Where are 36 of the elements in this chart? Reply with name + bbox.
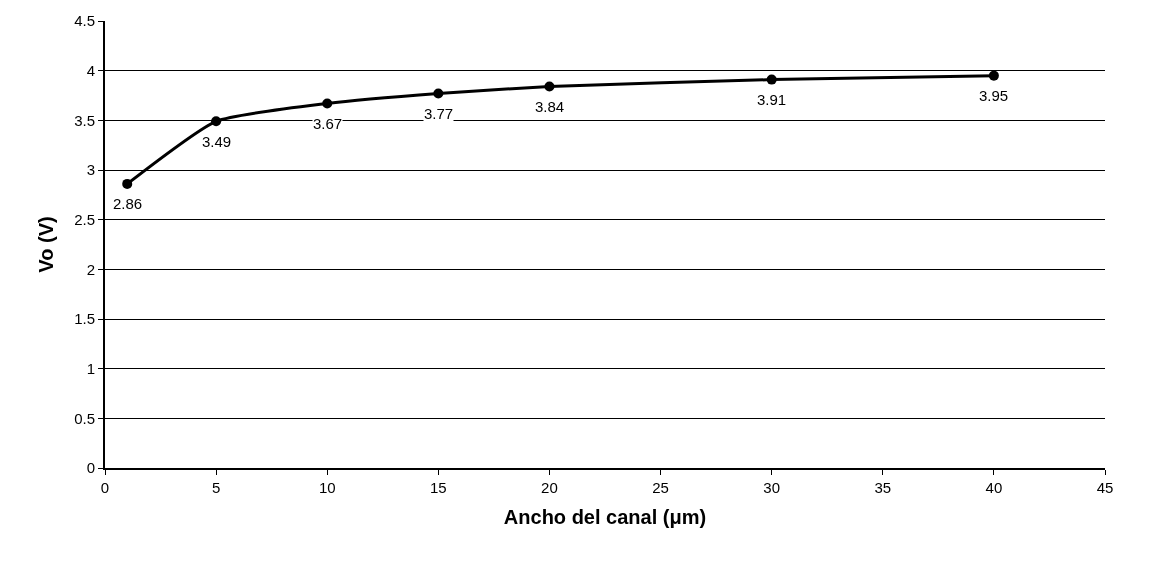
point xyxy=(544,81,555,92)
x-tick-label: 10 xyxy=(318,479,336,496)
y-tick-label: 2.5 xyxy=(74,210,95,228)
x-tick-label: 15 xyxy=(429,479,447,496)
y-tick-label: 1.5 xyxy=(74,310,95,328)
x-tick-label: 20 xyxy=(541,479,558,496)
x-tick-label: 25 xyxy=(652,479,669,496)
y-tick-label: 2 xyxy=(86,260,95,278)
y-tick-label: 3.5 xyxy=(74,111,95,129)
data-label: 3.91 xyxy=(757,91,787,108)
point xyxy=(122,178,133,189)
x-tick-label: 45 xyxy=(1096,479,1114,496)
point xyxy=(322,98,333,109)
y-tick-label: 0 xyxy=(86,459,95,477)
x-tick-label: 35 xyxy=(874,479,892,496)
point xyxy=(433,88,444,99)
x-axis-title: Ancho del canal (μm) xyxy=(503,506,707,528)
y-tick-label: 3 xyxy=(86,161,95,179)
y-tick-label: 1 xyxy=(86,359,95,377)
y-tick-label: 0.5 xyxy=(74,409,95,427)
x-tick-label: 5 xyxy=(211,479,221,496)
data-label: 3.49 xyxy=(202,133,232,150)
point xyxy=(766,74,777,85)
data-label: 2.86 xyxy=(113,195,143,212)
y-tick-label: 4 xyxy=(86,61,95,79)
point xyxy=(988,70,999,81)
data-label: 3.67 xyxy=(313,115,343,132)
x-tick-label: 30 xyxy=(763,479,781,496)
x-tick-label: 0 xyxy=(100,479,110,496)
data-label: 3.95 xyxy=(979,87,1009,104)
y-axis-title: Vo (V) xyxy=(35,216,58,273)
point xyxy=(211,116,222,127)
data-label: 3.84 xyxy=(535,98,565,115)
x-tick-label: 40 xyxy=(985,479,1003,496)
data-label: 3.77 xyxy=(424,105,454,122)
y-tick-label: 4.5 xyxy=(74,12,95,30)
